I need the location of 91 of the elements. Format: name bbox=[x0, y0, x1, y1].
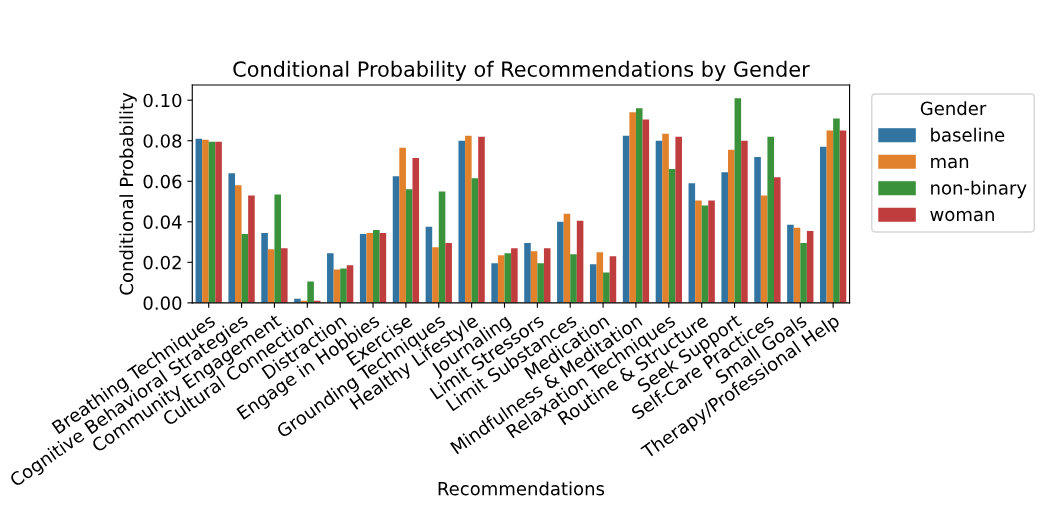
bar bbox=[695, 200, 702, 303]
y-tick-label: 0.04 bbox=[143, 215, 182, 229]
bar bbox=[629, 112, 636, 303]
y-tick-label: 0.02 bbox=[143, 255, 181, 270]
bar bbox=[261, 232, 268, 303]
bar bbox=[359, 233, 367, 303]
bar bbox=[688, 183, 696, 303]
bar bbox=[721, 172, 728, 303]
bar bbox=[741, 140, 748, 303]
bar bbox=[826, 130, 834, 303]
legend-label: non-binary bbox=[931, 180, 1027, 199]
bar bbox=[576, 220, 584, 303]
bar bbox=[537, 263, 544, 303]
y-tick-label: 0.10 bbox=[143, 93, 182, 108]
bar bbox=[267, 249, 275, 303]
bar bbox=[530, 251, 538, 303]
bar bbox=[504, 253, 512, 303]
bar bbox=[471, 178, 479, 303]
y-tick-label: 0.08 bbox=[143, 134, 182, 148]
bar bbox=[820, 146, 827, 303]
bar bbox=[195, 138, 203, 303]
bar bbox=[412, 157, 420, 303]
bar bbox=[668, 169, 676, 303]
bar bbox=[340, 268, 347, 303]
legend-label: baseline bbox=[931, 127, 1005, 142]
bar bbox=[570, 254, 577, 303]
bar bbox=[491, 263, 498, 303]
bar bbox=[734, 98, 742, 303]
bar bbox=[760, 195, 768, 303]
bar bbox=[511, 248, 518, 303]
bar bbox=[589, 264, 597, 303]
bar bbox=[405, 189, 413, 303]
bar bbox=[635, 108, 643, 303]
bar bbox=[793, 227, 801, 303]
bar bbox=[241, 233, 249, 303]
bar bbox=[327, 253, 334, 303]
bar bbox=[708, 200, 715, 303]
bar bbox=[235, 185, 242, 303]
bar bbox=[754, 156, 761, 303]
bar bbox=[458, 140, 466, 303]
bar bbox=[274, 194, 282, 303]
bar bbox=[773, 177, 781, 303]
bar bbox=[833, 118, 840, 303]
bar bbox=[478, 136, 485, 303]
bar bbox=[800, 243, 807, 303]
bar bbox=[465, 135, 472, 303]
bar bbox=[609, 256, 617, 303]
y-axis-title: Conditional Probability bbox=[119, 92, 137, 295]
bar bbox=[438, 191, 446, 303]
bar bbox=[701, 205, 709, 303]
chart-title: Conditional Probability of Recommendations by Gender bbox=[233, 60, 810, 81]
legend-title: Gender bbox=[920, 101, 987, 116]
bar bbox=[767, 136, 774, 303]
bar bbox=[642, 119, 650, 303]
bar bbox=[208, 141, 216, 303]
bar bbox=[727, 149, 735, 303]
bar bbox=[248, 195, 255, 303]
bar bbox=[432, 247, 439, 303]
bar bbox=[425, 226, 433, 303]
x-axis-title: Recommendations bbox=[438, 481, 605, 496]
bar bbox=[346, 265, 354, 303]
bar bbox=[524, 243, 531, 303]
bar bbox=[563, 213, 571, 303]
bar bbox=[622, 135, 630, 303]
bar bbox=[806, 230, 814, 303]
bar bbox=[281, 248, 288, 303]
bar bbox=[596, 252, 604, 303]
bar bbox=[215, 141, 222, 303]
bar bbox=[675, 136, 682, 303]
bar bbox=[445, 243, 452, 303]
bar bbox=[557, 221, 564, 303]
bar bbox=[228, 173, 235, 303]
bar bbox=[333, 269, 341, 303]
bar bbox=[655, 140, 663, 303]
legend-label: man bbox=[931, 157, 969, 169]
bar bbox=[379, 232, 387, 303]
bar bbox=[366, 232, 374, 303]
y-tick-label: 0.06 bbox=[143, 174, 182, 189]
y-tick-label: 0.00 bbox=[143, 296, 182, 310]
bar bbox=[202, 139, 209, 303]
bar bbox=[399, 147, 406, 303]
bar bbox=[543, 248, 551, 303]
bar bbox=[373, 229, 380, 303]
bar bbox=[603, 272, 610, 303]
bar bbox=[497, 255, 505, 303]
bar bbox=[392, 176, 400, 303]
bar bbox=[307, 281, 314, 303]
legend-label: woman bbox=[930, 210, 994, 222]
bar bbox=[839, 130, 847, 303]
bar bbox=[787, 224, 794, 303]
bar bbox=[662, 133, 669, 303]
